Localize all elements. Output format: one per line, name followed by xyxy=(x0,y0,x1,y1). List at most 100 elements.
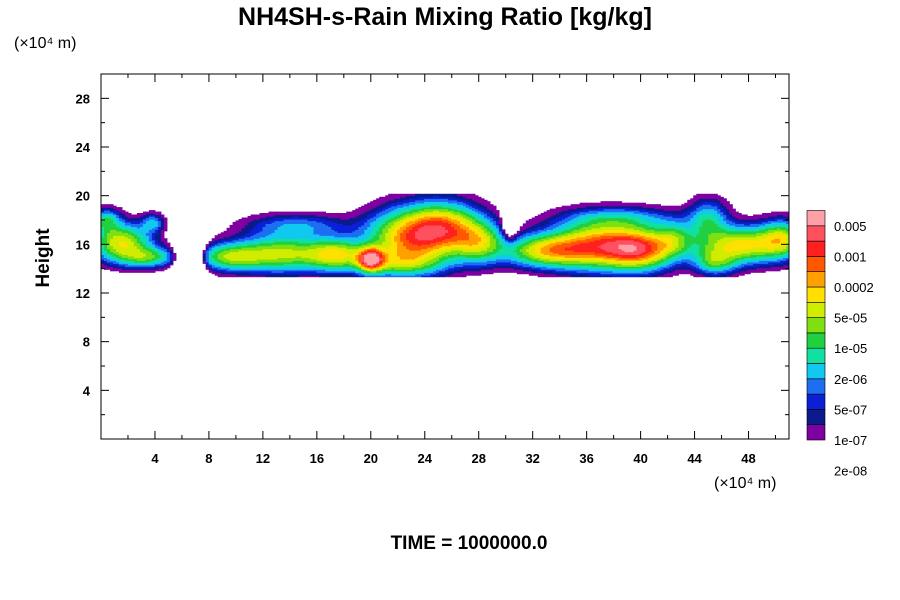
field-cell xyxy=(436,272,440,275)
field-cell xyxy=(624,261,629,264)
field-cell xyxy=(211,251,216,254)
field-cell xyxy=(328,251,332,254)
field-cell xyxy=(741,254,745,257)
field-cell xyxy=(220,272,225,275)
field-cell xyxy=(277,248,282,251)
field-cell xyxy=(675,270,679,273)
field-cell xyxy=(663,263,667,266)
field-cell xyxy=(723,264,727,267)
field-cell xyxy=(462,263,467,266)
field-cell xyxy=(642,275,646,278)
field-cell xyxy=(277,272,282,275)
field-cell xyxy=(406,275,410,278)
field-cell xyxy=(597,269,602,272)
field-cell xyxy=(142,254,147,257)
field-cell xyxy=(654,260,658,263)
field-cell xyxy=(639,252,643,255)
field-cell xyxy=(343,255,347,258)
field-cell xyxy=(519,251,524,254)
field-cell xyxy=(352,272,356,275)
field-cell xyxy=(648,269,652,272)
field-cell xyxy=(573,266,578,269)
field-cell xyxy=(720,247,724,250)
field-cell xyxy=(433,266,437,269)
field-cell xyxy=(621,270,626,273)
field-cell xyxy=(645,272,649,275)
field-cell xyxy=(558,254,563,257)
field-cell xyxy=(412,264,416,267)
field-cell xyxy=(486,254,491,257)
field-cell xyxy=(313,254,317,257)
field-cell xyxy=(714,260,718,263)
field-cell xyxy=(364,266,368,269)
field-cell xyxy=(591,247,596,250)
field-cell xyxy=(352,247,356,250)
field-cell xyxy=(564,258,569,261)
field-cell xyxy=(645,245,649,248)
field-cell xyxy=(346,254,350,257)
field-cell xyxy=(412,254,416,257)
field-cell xyxy=(549,257,554,260)
field-cell xyxy=(101,251,105,254)
field-cell xyxy=(385,258,389,261)
field-cell xyxy=(328,244,332,247)
field-cell xyxy=(208,269,213,272)
field-cell xyxy=(690,267,694,270)
field-cell xyxy=(600,244,605,247)
field-cell xyxy=(433,275,437,278)
field-cell xyxy=(298,267,302,270)
field-cell xyxy=(247,244,252,247)
field-cell xyxy=(271,258,276,261)
field-cell xyxy=(657,261,661,264)
field-cell xyxy=(385,254,389,257)
field-cell xyxy=(747,269,751,272)
field-cell xyxy=(379,267,383,270)
field-cell xyxy=(154,264,159,267)
field-cell xyxy=(116,244,120,247)
field-cell xyxy=(555,244,560,247)
field-cell xyxy=(642,252,646,255)
field-cell xyxy=(241,248,246,251)
field-cell xyxy=(313,242,317,245)
field-cell xyxy=(522,261,527,264)
field-cell xyxy=(486,252,491,255)
field-cell xyxy=(298,270,302,273)
field-cell xyxy=(657,272,661,275)
field-cell xyxy=(468,263,473,266)
field-cell xyxy=(244,269,249,272)
field-cell xyxy=(477,245,482,248)
field-cell xyxy=(118,261,123,264)
field-cell xyxy=(774,244,778,247)
field-cell xyxy=(774,266,778,269)
field-cell xyxy=(498,258,503,261)
field-cell xyxy=(690,247,694,250)
field-cell xyxy=(415,252,419,255)
field-cell xyxy=(253,257,258,260)
field-cell xyxy=(271,257,276,260)
field-cell xyxy=(367,251,371,254)
field-cell xyxy=(331,255,335,258)
field-cell xyxy=(358,272,362,275)
field-cell xyxy=(256,247,261,250)
field-cell xyxy=(672,252,676,255)
field-cell xyxy=(603,244,608,247)
field-cell xyxy=(627,255,632,258)
field-cell xyxy=(142,257,147,260)
field-cell xyxy=(630,261,635,264)
field-cell xyxy=(558,251,563,254)
field-cell xyxy=(319,272,323,275)
field-cell xyxy=(220,248,225,251)
field-cell xyxy=(445,247,449,250)
field-cell xyxy=(708,251,712,254)
field-cell xyxy=(666,263,670,266)
field-cell xyxy=(783,261,787,264)
field-cell xyxy=(370,257,374,260)
field-cell xyxy=(519,248,524,251)
field-cell xyxy=(579,272,584,275)
field-cell xyxy=(474,260,479,263)
field-cell xyxy=(244,258,249,261)
field-cell xyxy=(223,260,228,263)
field-cell xyxy=(274,261,279,264)
field-cell xyxy=(651,245,655,248)
field-cell xyxy=(451,272,455,275)
